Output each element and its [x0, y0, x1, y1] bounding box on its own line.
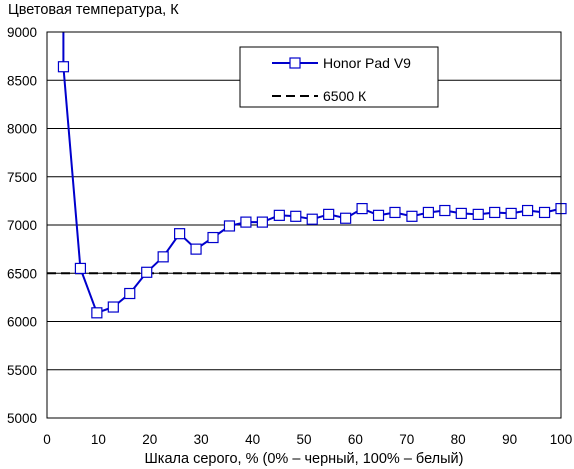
x-axis-title: Шкала серого, % (0% – черный, 100% – бел…	[145, 451, 464, 467]
data-point	[174, 228, 186, 240]
legend-label-honor: Honor Pad V9	[323, 55, 411, 71]
data-point	[505, 207, 517, 220]
data-point	[57, 61, 70, 73]
plot-area-border	[46, 31, 562, 419]
x-tick-label: 40	[245, 432, 260, 447]
data-point	[107, 301, 119, 313]
x-tick-label: 70	[399, 432, 414, 447]
y-tick-label: 7000	[7, 218, 37, 233]
data-point	[439, 204, 451, 217]
y-tick-label: 9000	[7, 25, 37, 40]
data-point	[273, 209, 285, 221]
data-point	[306, 213, 318, 225]
data-point	[157, 251, 169, 263]
y-tick-label: 5000	[7, 411, 37, 426]
y-axis-ticks: 5000 5500 6000 6500 7000 7500 8000 8500 9000	[7, 25, 37, 426]
x-tick-label: 20	[142, 432, 157, 447]
series-honor-pad-v9	[57, 32, 567, 319]
data-point	[340, 212, 352, 224]
data-point	[323, 208, 335, 220]
x-tick-label: 0	[43, 432, 51, 447]
x-tick-label: 60	[348, 432, 363, 447]
y-tick-label: 6000	[7, 315, 37, 330]
data-point	[290, 210, 302, 222]
data-point	[190, 243, 202, 255]
x-tick-label: 90	[502, 432, 517, 447]
y-tick-label: 5500	[7, 363, 37, 378]
data-point	[406, 210, 418, 222]
x-tick-label: 100	[550, 432, 573, 447]
x-tick-label: 50	[296, 432, 311, 447]
data-point	[521, 204, 534, 217]
data-point	[124, 287, 136, 300]
data-point	[141, 266, 153, 278]
legend-label-6500: 6500 К	[323, 88, 367, 104]
data-point	[240, 216, 252, 228]
data-point	[372, 209, 385, 221]
data-point	[256, 216, 268, 228]
data-point	[489, 206, 501, 219]
chart-title: Цветовая температура, К	[8, 2, 179, 18]
x-axis-ticks: 0 10 20 30 40 50 60 70 80 90 100	[43, 432, 572, 447]
data-point	[389, 206, 401, 219]
legend: Honor Pad V9 6500 К	[239, 46, 439, 108]
legend-marker-honor	[289, 57, 301, 69]
data-point	[455, 207, 467, 220]
x-tick-label: 10	[91, 432, 106, 447]
y-tick-label: 8500	[7, 73, 37, 88]
data-point	[207, 231, 219, 244]
x-tick-label: 80	[451, 432, 466, 447]
y-tick-label: 6500	[7, 266, 37, 281]
data-point	[74, 262, 87, 275]
data-point	[472, 208, 484, 220]
data-point	[422, 206, 434, 219]
data-point	[356, 202, 368, 215]
data-point	[538, 206, 551, 219]
x-tick-label: 30	[194, 432, 209, 447]
y-tick-label: 7500	[7, 170, 37, 185]
y-tick-label: 8000	[7, 122, 37, 137]
data-point	[223, 220, 236, 232]
data-point	[91, 307, 103, 319]
